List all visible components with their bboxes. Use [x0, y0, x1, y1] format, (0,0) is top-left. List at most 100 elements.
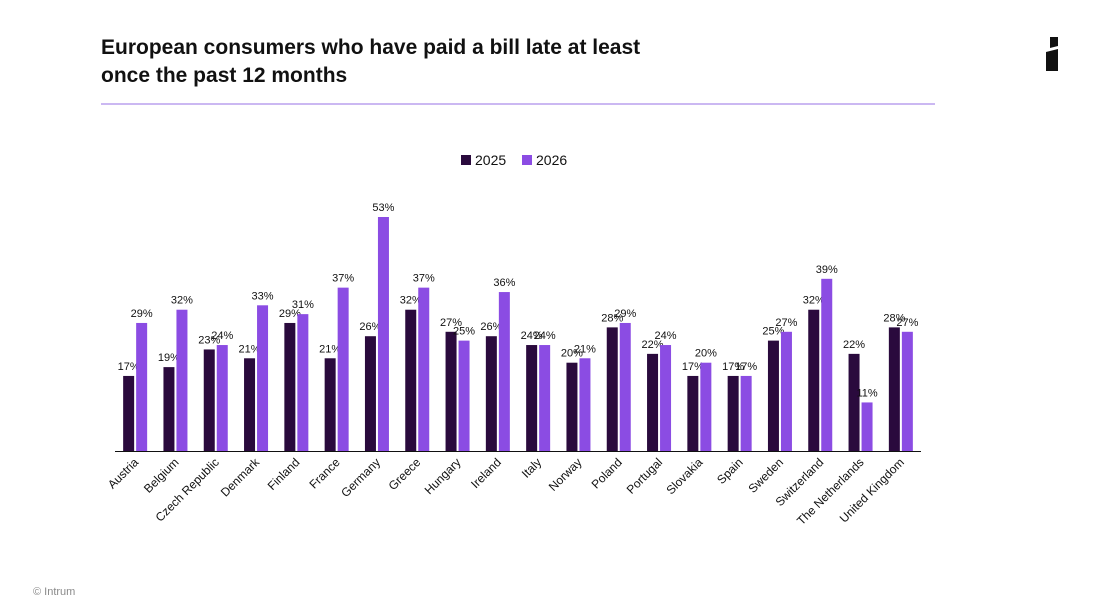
data-label-2026-denmark: 33%: [252, 290, 274, 302]
data-label-2025-the-netherlands: 22%: [843, 339, 865, 351]
intrum-i-logo-icon: [1046, 37, 1058, 71]
data-label-2025-united-kingdom: 28%: [883, 312, 905, 324]
chart-title-line-2: once the past 12 months: [101, 64, 348, 87]
bar-2026-united-kingdom: [901, 331, 913, 451]
bar-2026-sweden: [780, 331, 792, 451]
data-label-2026-finland: 31%: [292, 299, 314, 311]
bar-2025-austria: [123, 375, 135, 451]
bar-2026-italy: [539, 345, 551, 451]
bar-2026-belgium: [176, 309, 188, 451]
bar-2026-poland: [619, 322, 631, 451]
bar-2025-czech-republic: [203, 349, 215, 451]
data-label-2025-austria: 17%: [118, 361, 140, 373]
data-label-2026-united-kingdom: 27%: [896, 317, 918, 329]
data-label-2026-the-netherlands: 11%: [856, 387, 877, 399]
x-tick-label-finland: Finland: [265, 455, 303, 493]
title-divider: [101, 103, 935, 105]
bar-2025-finland: [284, 322, 296, 451]
data-label-2025-greece: 32%: [400, 295, 422, 307]
data-label-2025-spain: 17%: [722, 361, 744, 373]
data-label-2025-belgium: 19%: [158, 352, 180, 364]
bar-2025-united-kingdom: [888, 327, 900, 451]
data-label-2025-denmark: 21%: [239, 343, 261, 355]
x-tick-label-spain: Spain: [714, 455, 746, 487]
bar-2025-slovakia: [687, 375, 699, 451]
data-label-2026-sweden: 27%: [775, 317, 797, 329]
data-label-2025-hungary: 27%: [440, 317, 462, 329]
x-tick-label-denmark: Denmark: [218, 455, 263, 500]
data-label-2025-italy: 24%: [521, 330, 543, 342]
data-label-2026-czech-republic: 24%: [211, 330, 233, 342]
bar-2025-portugal: [647, 353, 659, 451]
x-tick-label-norway: Norway: [546, 455, 585, 494]
legend-label-2026: 2026: [536, 152, 568, 168]
data-label-2026-austria: 29%: [131, 308, 153, 320]
x-tick-label-germany: Germany: [338, 455, 383, 500]
bar-2025-denmark: [244, 358, 256, 451]
bar-2026-czech-republic: [216, 345, 228, 451]
bar-2026-denmark: [257, 305, 269, 451]
bar-2025-hungary: [445, 331, 457, 451]
x-tick-label-austria: Austria: [105, 455, 142, 492]
data-label-2026-ireland: 36%: [493, 277, 515, 289]
chart-title-line-1: European consumers who have paid a bill …: [101, 36, 641, 59]
bar-2026-finland: [297, 314, 309, 451]
bar-2026-hungary: [458, 340, 470, 451]
data-label-2026-slovakia: 20%: [695, 348, 717, 360]
bar-2025-italy: [526, 345, 538, 451]
bar-2025-spain: [727, 375, 739, 451]
data-label-2026-belgium: 32%: [171, 295, 193, 307]
bar-2025-the-netherlands: [848, 353, 860, 451]
data-label-2025-slovakia: 17%: [682, 361, 704, 373]
bar-2025-france: [324, 358, 336, 451]
data-label-2025-norway: 20%: [561, 348, 583, 360]
legend-label-2025: 2025: [475, 152, 507, 168]
x-tick-label-ireland: Ireland: [468, 455, 504, 491]
legend-item-2026: 2026: [522, 151, 567, 169]
legend-swatch-2025: [461, 155, 471, 165]
x-tick-label-sweden: Sweden: [746, 455, 787, 496]
data-label-2025-france: 21%: [319, 343, 341, 355]
data-label-2025-poland: 28%: [601, 312, 623, 324]
bar-2025-belgium: [163, 367, 175, 451]
data-label-2026-spain: 17%: [735, 361, 757, 373]
x-tick-label-greece: Greece: [386, 455, 424, 493]
bar-2026-switzerland: [821, 278, 833, 451]
data-label-2026-switzerland: 39%: [816, 264, 838, 276]
bar-2026-germany: [377, 217, 389, 451]
bar-2026-portugal: [660, 345, 672, 451]
data-label-2025-portugal: 22%: [642, 339, 664, 351]
data-label-2026-germany: 53%: [372, 202, 394, 214]
bar-2026-austria: [136, 322, 148, 451]
data-label-2025-ireland: 26%: [480, 321, 502, 333]
bar-2025-sweden: [767, 340, 779, 451]
data-label-2026-france: 37%: [332, 273, 354, 285]
bar-2026-spain: [740, 375, 752, 451]
x-tick-label-poland: Poland: [589, 455, 625, 491]
bar-2026-ireland: [498, 292, 510, 451]
bar-2025-germany: [364, 336, 376, 451]
x-tick-label-france: France: [306, 455, 343, 492]
bar-2025-poland: [606, 327, 618, 451]
bar-2025-norway: [566, 362, 578, 451]
data-label-2025-switzerland: 32%: [803, 295, 825, 307]
bar-2026-norway: [579, 358, 591, 451]
legend-item-2025: 2025: [461, 151, 506, 169]
data-label-2026-italy: 24%: [534, 330, 556, 342]
data-label-2025-czech-republic: 23%: [198, 334, 220, 346]
bar-2025-switzerland: [808, 309, 820, 451]
data-label-2026-greece: 37%: [413, 273, 435, 285]
x-tick-label-hungary: Hungary: [422, 455, 464, 497]
copyright-footer: © Intrum: [33, 586, 76, 598]
data-label-2025-sweden: 25%: [762, 326, 784, 338]
data-label-2026-poland: 29%: [614, 308, 636, 320]
chart-title: European consumers who have paid a bill …: [101, 34, 741, 90]
bar-2026-slovakia: [700, 362, 712, 451]
data-label-2025-germany: 26%: [359, 321, 381, 333]
x-tick-label-belgium: Belgium: [141, 455, 182, 496]
bar-2025-greece: [405, 309, 417, 451]
data-label-2026-norway: 21%: [574, 343, 596, 355]
data-label-2026-portugal: 24%: [655, 330, 677, 342]
bar-2026-france: [337, 287, 349, 451]
